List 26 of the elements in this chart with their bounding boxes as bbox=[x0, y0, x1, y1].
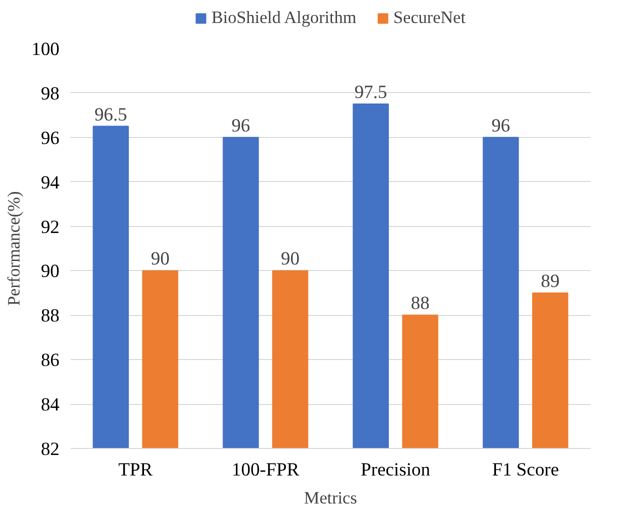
data-label: 90 bbox=[280, 248, 300, 270]
data-label: 88 bbox=[410, 293, 430, 314]
y-tick-label: 100 bbox=[32, 39, 60, 60]
y-tick-label: 84 bbox=[40, 394, 60, 416]
data-label: 90 bbox=[150, 248, 170, 270]
data-label: 96 bbox=[231, 115, 250, 136]
data-label: 89 bbox=[540, 270, 560, 292]
x-axis-title: Metrics bbox=[304, 488, 358, 508]
y-tick-label: 90 bbox=[40, 261, 60, 282]
legend-label: BioShield Algorithm bbox=[211, 8, 356, 28]
data-label: 97.5 bbox=[354, 82, 388, 104]
y-tick-label: 88 bbox=[40, 306, 60, 327]
y-tick-label: 98 bbox=[40, 83, 60, 104]
data-label: 96 bbox=[491, 115, 510, 136]
x-tick-label: TPR bbox=[118, 460, 154, 480]
y-tick-label: 96 bbox=[40, 128, 60, 149]
y-tick-label: 92 bbox=[40, 216, 60, 238]
x-tick-label: 100-FPR bbox=[232, 460, 300, 480]
y-axis-title: Performance(%) bbox=[4, 191, 24, 306]
legend-label: SecureNet bbox=[393, 8, 466, 28]
y-tick-label: 94 bbox=[40, 172, 60, 194]
x-tick-label: Precision bbox=[360, 460, 431, 480]
x-tick-label: F1 Score bbox=[492, 460, 559, 480]
y-tick-label: 86 bbox=[40, 350, 60, 372]
y-tick-label: 82 bbox=[40, 439, 60, 460]
data-label: 96.5 bbox=[94, 104, 128, 126]
